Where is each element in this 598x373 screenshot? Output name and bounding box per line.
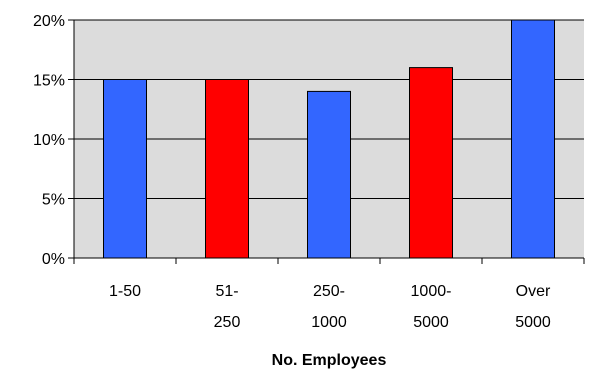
x-tick-label: 51- [215, 283, 238, 300]
bar [409, 67, 453, 259]
y-tick-label: 20% [33, 13, 65, 30]
y-tick-label: 10% [33, 132, 65, 149]
y-tick-label: 5% [42, 192, 65, 209]
x-tick-label: 1-50 [109, 283, 141, 300]
x-axis-ticks: 1-50 51- 250 250- 1000 1000- 5000 Over 5000 [73, 258, 585, 331]
x-tick-label: 250- [313, 283, 345, 300]
y-tick-label: 15% [33, 73, 65, 90]
x-tick-label: 5000 [413, 314, 449, 331]
x-tick-label: 250 [214, 314, 241, 331]
x-tick-label: 1000 [311, 314, 347, 331]
bars [103, 19, 555, 259]
y-axis-ticks: 0% 5% 10% 15% 20% [33, 13, 74, 268]
bar [511, 19, 555, 259]
x-axis-label: No. Employees [272, 352, 387, 369]
y-tick-label: 0% [42, 251, 65, 268]
x-tick-label: 1000- [411, 283, 452, 300]
x-tick-label: Over [516, 283, 551, 300]
bar [103, 79, 147, 259]
x-tick-label: 5000 [515, 314, 551, 331]
bar [307, 90, 351, 259]
bar [205, 79, 249, 259]
